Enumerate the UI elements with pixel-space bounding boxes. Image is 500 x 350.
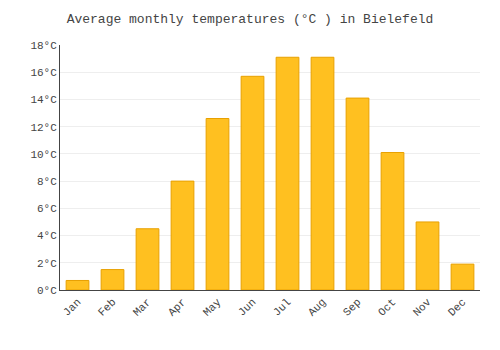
svg-text:18°C: 18°C <box>30 40 57 52</box>
svg-text:Dec: Dec <box>446 296 468 318</box>
svg-text:Nov: Nov <box>411 296 434 319</box>
svg-text:4°C: 4°C <box>37 230 57 242</box>
svg-text:14°C: 14°C <box>30 94 57 106</box>
svg-text:Apr: Apr <box>166 296 188 318</box>
svg-text:2°C: 2°C <box>37 258 57 270</box>
svg-text:Aug: Aug <box>306 296 328 318</box>
svg-text:Jun: Jun <box>236 296 258 318</box>
svg-text:Jan: Jan <box>61 296 83 318</box>
svg-text:0°C: 0°C <box>37 285 57 297</box>
svg-text:Oct: Oct <box>376 296 398 318</box>
svg-text:6°C: 6°C <box>37 203 57 215</box>
svg-text:Sep: Sep <box>341 296 363 318</box>
svg-text:12°C: 12°C <box>30 122 57 134</box>
svg-text:Mar: Mar <box>131 296 153 318</box>
svg-text:Jul: Jul <box>271 296 293 318</box>
svg-text:8°C: 8°C <box>37 176 57 188</box>
svg-text:10°C: 10°C <box>30 149 57 161</box>
svg-text:Feb: Feb <box>96 296 118 318</box>
svg-text:May: May <box>201 296 224 319</box>
svg-text:Average monthly temperatures (: Average monthly temperatures (°C ) in Bi… <box>67 12 434 27</box>
svg-text:16°C: 16°C <box>30 67 57 79</box>
